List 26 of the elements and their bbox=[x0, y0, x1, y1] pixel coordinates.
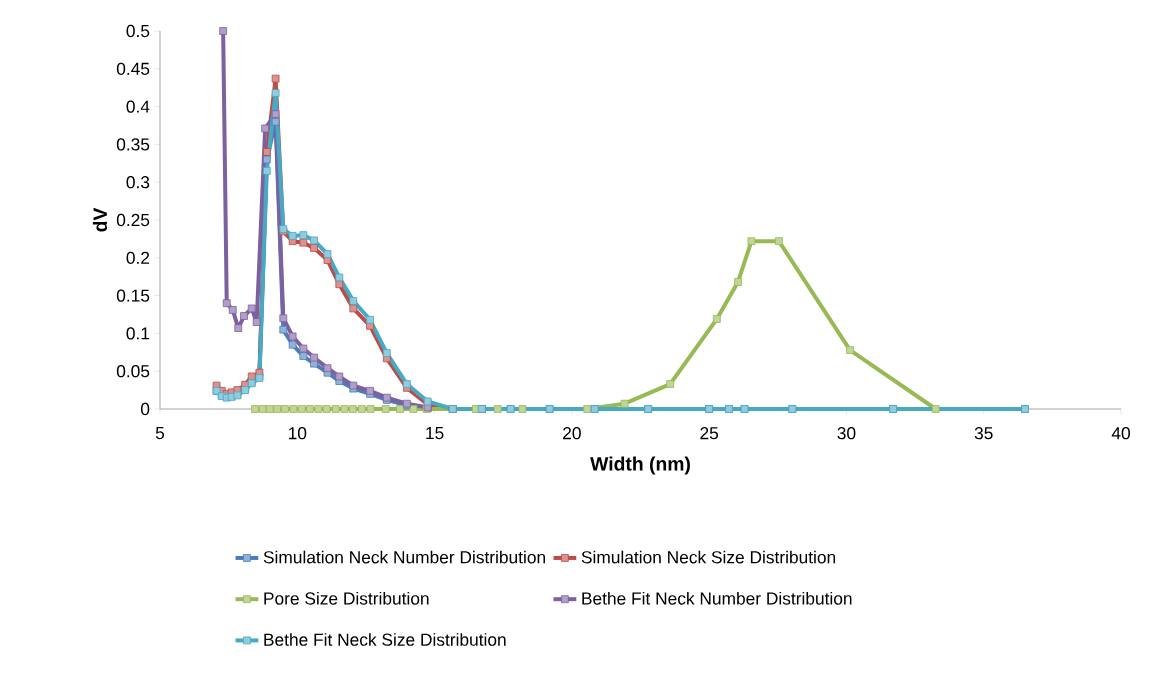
x-tick-label: 35 bbox=[974, 427, 993, 440]
y-tick-label: 0.3 bbox=[126, 176, 150, 189]
y-tick-label: 0.35 bbox=[116, 138, 150, 151]
y-tick-label: 0.5 bbox=[126, 24, 150, 38]
x-tick-label: 5 bbox=[155, 427, 165, 440]
legend-label: Bethe Fit Neck Size Distribution bbox=[264, 633, 506, 646]
legend-label: Simulation Neck Number Distribution bbox=[263, 550, 545, 564]
y-tick-label: 0.25 bbox=[116, 213, 150, 227]
x-tick-label: 30 bbox=[837, 427, 856, 440]
x-tick-label: 40 bbox=[1111, 427, 1130, 440]
legend-label: Pore Size Distribution bbox=[264, 591, 429, 605]
y-tick-label: 0.15 bbox=[116, 289, 150, 302]
legend-label: Bethe Fit Neck Number Distribution bbox=[582, 591, 852, 605]
legend-label: Simulation Neck Size Distribution bbox=[581, 550, 836, 564]
y-tick-label: 0.1 bbox=[126, 327, 150, 340]
x-tick-label: 20 bbox=[563, 427, 581, 440]
x-tick-label: 25 bbox=[700, 427, 719, 440]
y-tick-label: 0.4 bbox=[126, 100, 150, 113]
x-tick-label: 10 bbox=[288, 427, 307, 440]
y-tick-label: 0.05 bbox=[116, 365, 150, 378]
x-axis-title: Width (nm) bbox=[590, 456, 690, 475]
y-axis-title: dV bbox=[92, 207, 108, 232]
y-tick-label: 0 bbox=[140, 402, 150, 416]
y-tick-label: 0.2 bbox=[126, 251, 150, 264]
x-tick-label: 15 bbox=[426, 427, 444, 440]
y-tick-label: 0.45 bbox=[116, 62, 150, 75]
